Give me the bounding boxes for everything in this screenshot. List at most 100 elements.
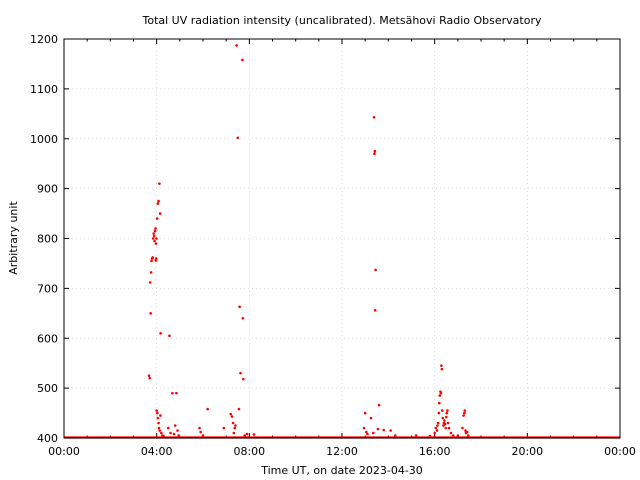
data-point [241, 317, 245, 320]
data-point [443, 422, 447, 426]
data-point [437, 411, 441, 415]
data-point [154, 227, 157, 230]
data-point [158, 429, 161, 432]
data-point [449, 431, 453, 435]
data-point [446, 421, 450, 425]
data-point [456, 434, 460, 437]
y-tick-label: 500 [37, 382, 58, 395]
data-point [153, 229, 157, 233]
data-point [173, 424, 177, 427]
data-point [366, 432, 369, 436]
data-point [157, 421, 160, 425]
data-point [241, 58, 244, 62]
data-point [149, 271, 153, 274]
data-point [176, 429, 179, 432]
x-tick-label: 00:00 [48, 445, 80, 458]
data-point [363, 411, 367, 415]
data-point [168, 334, 171, 338]
data-point [374, 268, 377, 272]
data-point [237, 407, 241, 411]
data-point [441, 409, 444, 412]
data-point [369, 416, 373, 420]
data-point [229, 412, 233, 416]
y-tick-label: 1100 [30, 83, 58, 96]
data-point [150, 259, 153, 263]
data-point [154, 257, 158, 260]
data-point [435, 429, 439, 432]
data-point [436, 424, 439, 427]
data-point [373, 309, 377, 312]
x-tick-label: 08:00 [233, 445, 265, 458]
data-point [158, 212, 162, 215]
data-point [154, 242, 158, 245]
data-point [199, 430, 202, 434]
data-point [157, 426, 161, 430]
y-tick-label: 700 [37, 282, 58, 295]
data-point [232, 431, 236, 435]
data-point [243, 434, 246, 437]
data-point [365, 430, 368, 434]
data-point [238, 305, 241, 309]
y-tick-label: 1200 [30, 33, 58, 46]
data-point [373, 152, 376, 156]
data-point [158, 182, 161, 185]
data-point [147, 374, 151, 377]
data-point [157, 199, 160, 203]
data-point [177, 434, 180, 437]
data-point [156, 202, 160, 205]
y-tick-label: 1000 [30, 133, 58, 146]
data-point [172, 432, 176, 436]
data-point [463, 409, 467, 412]
data-point [171, 391, 174, 395]
data-point [152, 234, 156, 238]
data-point [155, 217, 159, 220]
data-point [362, 426, 366, 430]
data-point [245, 432, 249, 436]
data-point [235, 44, 238, 47]
data-point [233, 426, 237, 430]
data-point [156, 411, 159, 415]
data-point [451, 434, 455, 437]
data-point [160, 431, 163, 435]
data-point [201, 434, 205, 437]
data-point [389, 429, 392, 432]
data-point [438, 401, 441, 405]
data-point [373, 149, 377, 153]
data-point [371, 431, 375, 435]
x-tick-label: 16:00 [419, 445, 451, 458]
data-point [231, 421, 235, 425]
data-point [175, 391, 178, 395]
x-tick-label: 00:00 [604, 445, 636, 458]
data-point [159, 414, 162, 417]
data-point [382, 428, 386, 432]
data-point [198, 426, 201, 430]
data-point [242, 377, 245, 381]
data-point [148, 376, 152, 380]
data-point [151, 237, 155, 240]
y-tick-label: 800 [37, 233, 58, 246]
axis-ticks: 400 500 600 700 800 900 1000 1100 1200 00:00 04:00… [30, 33, 636, 458]
data-point [461, 426, 464, 430]
y-tick-label: 400 [37, 432, 58, 445]
chart-title: Total UV radiation intensity (uncalibrat… [142, 14, 542, 27]
data-point [414, 434, 418, 437]
data-point [444, 415, 448, 419]
data-point [393, 434, 397, 437]
plot-frame [63, 38, 621, 439]
data-point [152, 232, 155, 235]
x-tick-label: 20:00 [511, 445, 543, 458]
data-point [439, 391, 443, 395]
data-point [440, 367, 444, 371]
data-point [447, 426, 451, 430]
data-point [149, 312, 152, 315]
data-point [434, 426, 438, 430]
y-tick-label: 900 [37, 183, 58, 196]
data-point [438, 394, 442, 397]
data-point [252, 433, 256, 436]
data-point [154, 259, 158, 262]
y-tick-label: 600 [37, 332, 58, 345]
data-point [436, 421, 440, 425]
